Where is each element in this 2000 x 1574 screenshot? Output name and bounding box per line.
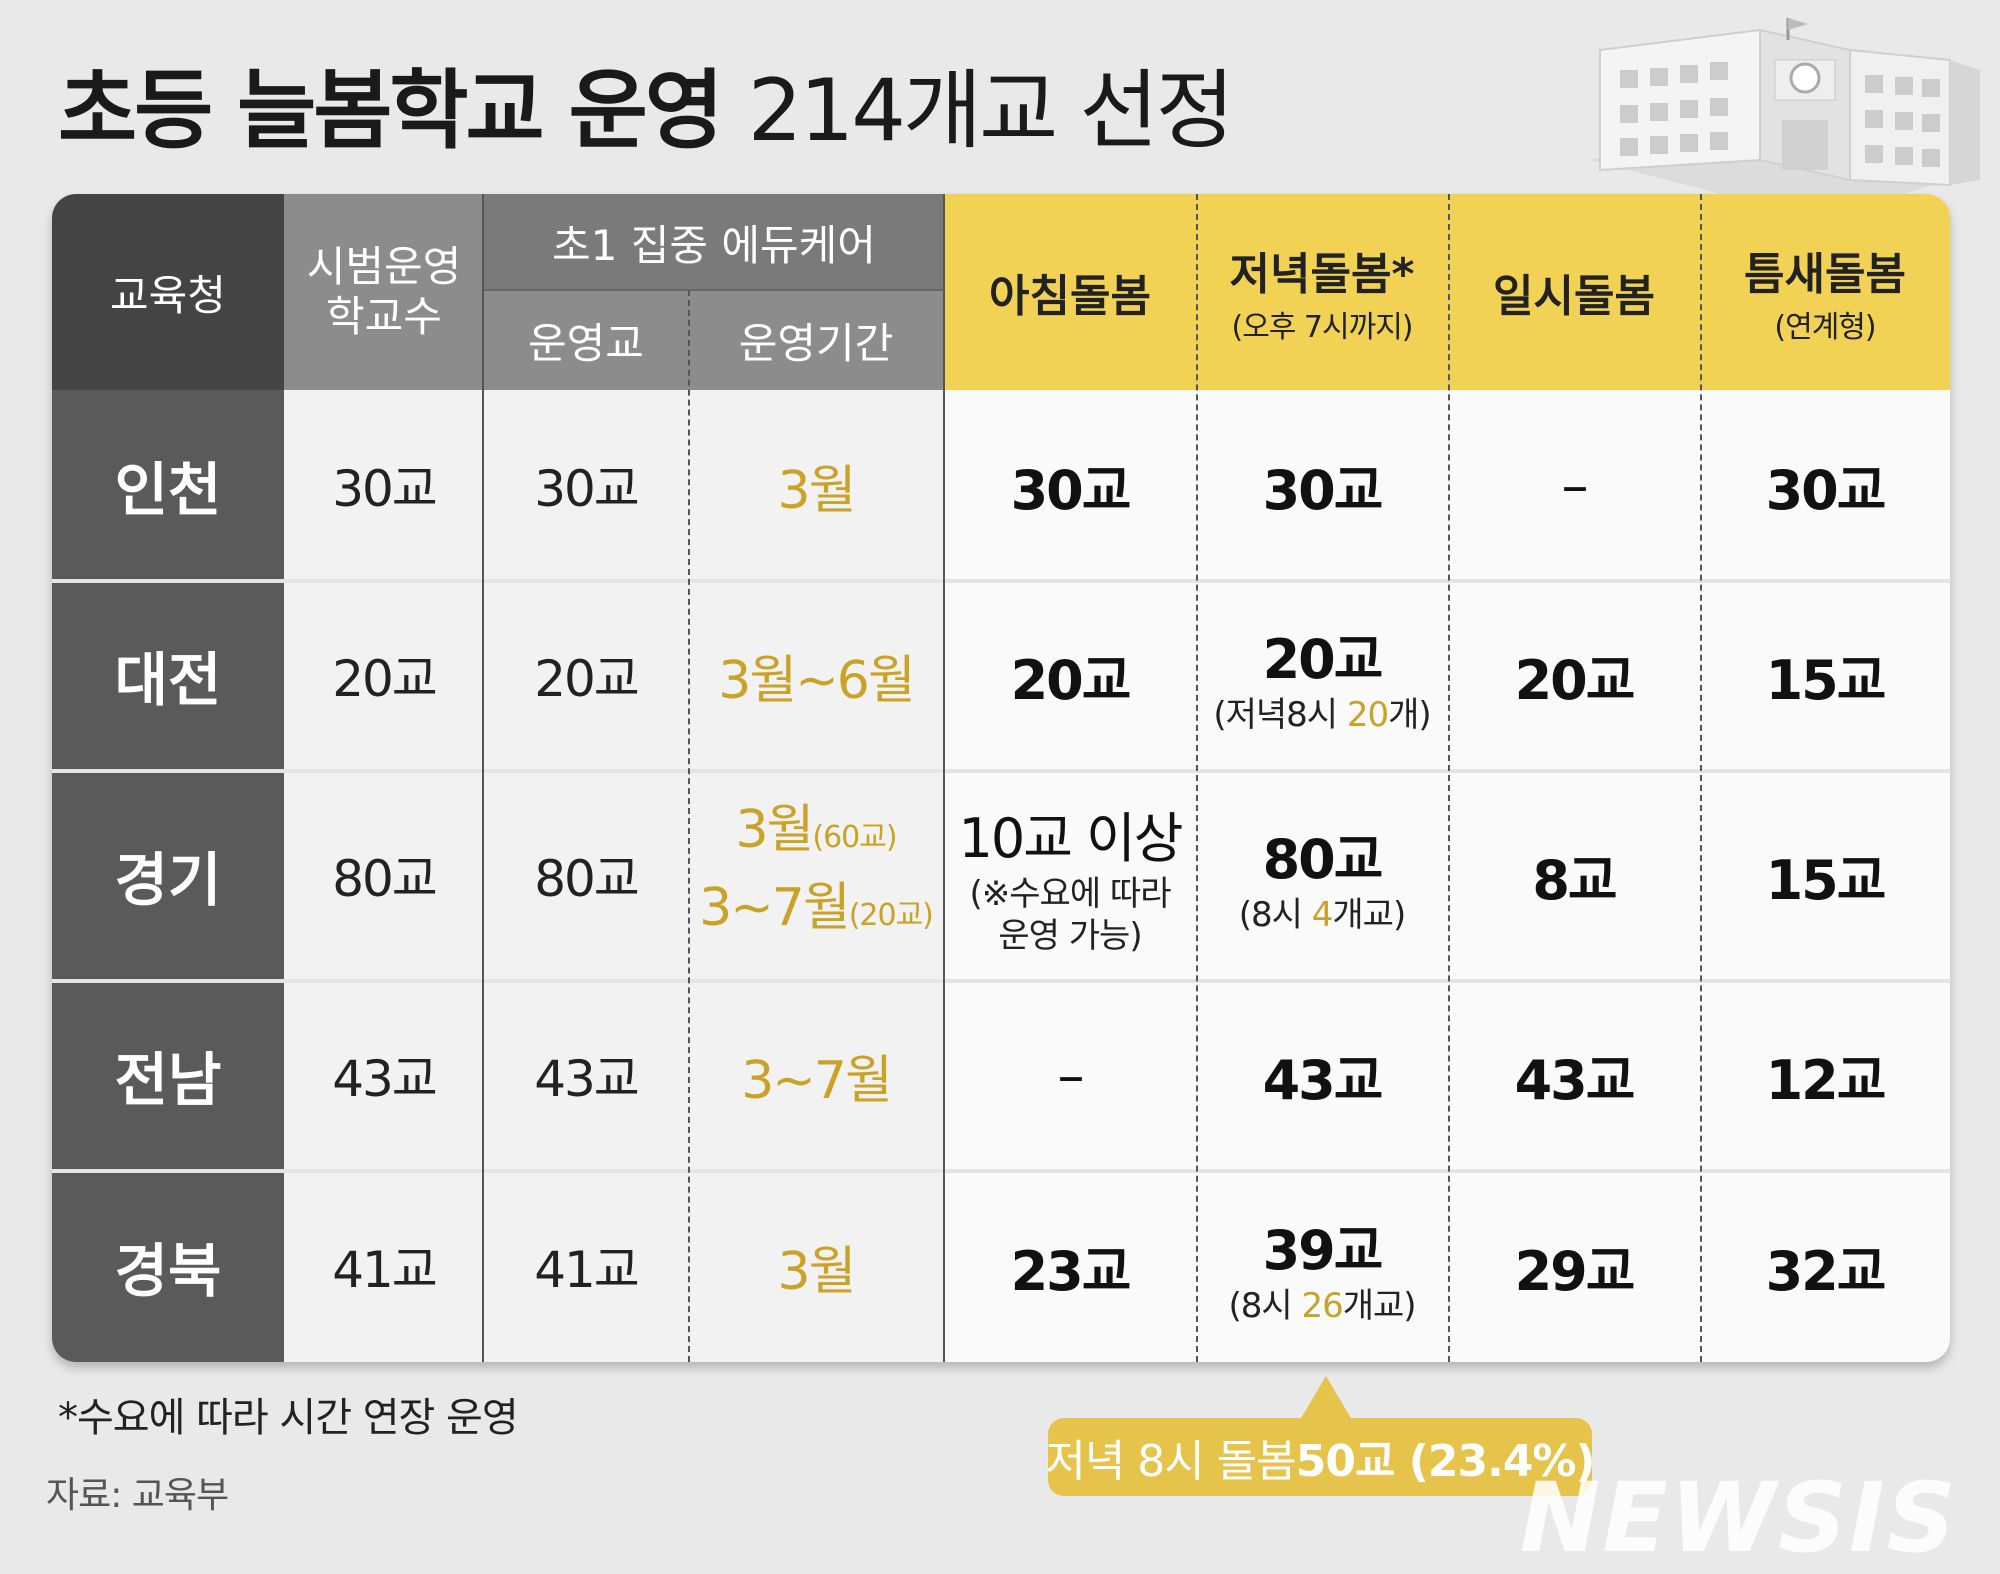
title-bold: 초등 늘봄학교 운영: [58, 61, 724, 161]
source: 자료: 교육부: [46, 1475, 229, 1516]
pilot-cell: 30교: [332, 460, 438, 518]
gap-cell: 32교: [1765, 1239, 1887, 1303]
temporary-cell: 8교: [1532, 848, 1617, 912]
temporary-cell: –: [1561, 453, 1589, 517]
column-divider: [1196, 194, 1198, 1362]
table-row: [284, 1170, 944, 1362]
gap-cell: 12교: [1765, 1048, 1887, 1112]
pilot-cell: 43교: [332, 1050, 438, 1108]
table-row: [284, 980, 944, 1170]
educare-cell: 80교: [534, 850, 640, 908]
pilot-cell: 41교: [332, 1241, 438, 1299]
row-office: 대전: [52, 580, 284, 770]
temporary-cell: 43교: [1514, 1048, 1636, 1112]
educare-cell: 20교: [534, 650, 640, 708]
header-gap: 틈새돌봄 (연계형): [1700, 194, 1950, 390]
header-morning: 아침돌봄: [944, 194, 1196, 390]
page-title: 초등 늘봄학교 운영 214개교 선정: [58, 40, 1235, 165]
table-row: [284, 580, 944, 770]
morning-cell: 20교: [1010, 648, 1132, 712]
row-office: 인천: [52, 390, 284, 580]
morning-cell: 23교: [1010, 1239, 1132, 1303]
period-cell: 3월(60교) 3~7월(20교): [699, 800, 934, 938]
footnote: *수요에 따라 시간 연장 운영: [58, 1395, 519, 1441]
evening-cell: 20교 (저녁8시 20개): [1213, 627, 1431, 735]
educare-cell: 41교: [534, 1241, 640, 1299]
header-educare-period: 운영기간: [688, 290, 944, 390]
row-divider: [52, 1169, 1950, 1173]
morning-cell: 10교 이상 (※수요에 따라 운영 가능): [958, 806, 1184, 956]
table-row: [284, 390, 944, 580]
column-divider: [1700, 194, 1702, 1362]
period-cell: 3~7월: [741, 1050, 893, 1111]
column-divider: [943, 194, 945, 1362]
header-office: 교육청: [52, 194, 284, 390]
period-cell: 3월: [777, 460, 857, 521]
gap-cell: 15교: [1765, 848, 1887, 912]
pilot-cell: 80교: [332, 850, 438, 908]
header-evening: 저녁돌봄* (오후 7시까지): [1196, 194, 1448, 390]
row-office: 전남: [52, 980, 284, 1170]
gap-cell: 15교: [1765, 648, 1887, 712]
temporary-cell: 20교: [1514, 648, 1636, 712]
row-divider: [52, 579, 1950, 583]
evening-cell: 30교: [1262, 458, 1384, 522]
column-divider: [1448, 194, 1450, 1362]
header-educare-schools: 운영교: [484, 290, 688, 390]
header-pilot: 시범운영 학교수: [284, 194, 484, 390]
pilot-cell: 20교: [332, 650, 438, 708]
educare-cell: 30교: [534, 460, 640, 518]
period-cell: 3월~6월: [718, 650, 915, 711]
column-divider: [482, 194, 484, 1362]
educare-cell: 43교: [534, 1050, 640, 1108]
table-row: [284, 770, 944, 980]
newsis-watermark: NEWSIS: [1520, 1462, 1958, 1574]
header-educare: 초1 집중 에듀케어: [484, 194, 944, 290]
evening-cell: 43교: [1262, 1048, 1384, 1112]
row-divider: [52, 769, 1950, 773]
header-divider: [484, 289, 944, 291]
title-light: 214개교 선정: [747, 61, 1235, 161]
header-temporary: 일시돌봄: [1448, 194, 1700, 390]
morning-cell: –: [1057, 1043, 1085, 1107]
callout-pointer: [1300, 1376, 1352, 1420]
evening-cell: 80교 (8시 4개교): [1238, 827, 1406, 935]
evening-cell: 39교 (8시 26개교): [1228, 1218, 1416, 1326]
callout-badge: 저녁 8시 돌봄 50교 (23.4%): [1045, 1418, 1596, 1496]
row-divider: [52, 979, 1950, 983]
gap-cell: 30교: [1765, 458, 1887, 522]
column-divider: [688, 290, 690, 1362]
period-cell: 3월: [777, 1241, 857, 1302]
schools-table: 교육청 시범운영 학교수 초1 집중 에듀케어 운영교 운영기간 아침돌봄 저녁…: [52, 194, 1950, 1362]
temporary-cell: 29교: [1514, 1239, 1636, 1303]
morning-cell: 30교: [1010, 458, 1132, 522]
row-office: 경기: [52, 770, 284, 980]
row-office: 경북: [52, 1170, 284, 1362]
